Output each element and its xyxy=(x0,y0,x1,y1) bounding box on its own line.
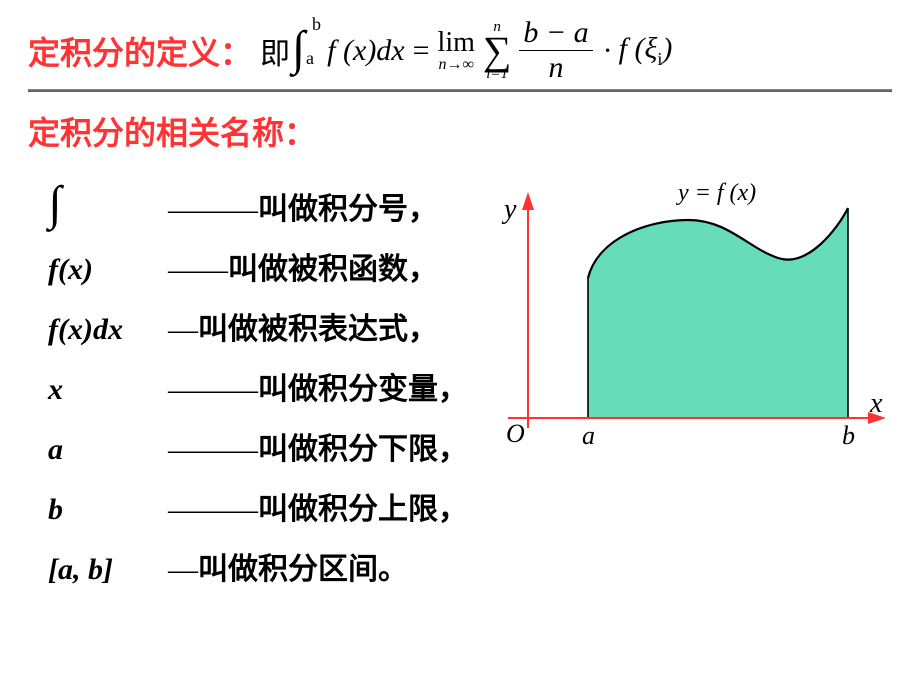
integral-graph: y = f (x) y x O a b xyxy=(488,178,888,463)
term-integral-sign: ∫ ——— 叫做积分号， xyxy=(48,184,468,228)
sigma: ∑ xyxy=(483,35,512,67)
fxi: f (ξi) xyxy=(619,32,673,70)
area-under-curve xyxy=(588,208,848,418)
lim-under: n→∞ xyxy=(439,57,474,73)
formula-prefix: 即 xyxy=(260,29,290,73)
lower-limit: a xyxy=(306,48,314,69)
graph-svg: y = f (x) y x O a b xyxy=(488,178,888,458)
frac-bot: n xyxy=(549,51,564,83)
y-axis-label: y xyxy=(501,194,517,225)
equals: = xyxy=(413,34,430,68)
frac-top: b − a xyxy=(519,18,592,51)
x-axis-label: x xyxy=(869,388,883,419)
origin-label: O xyxy=(506,419,525,448)
divider xyxy=(28,89,892,92)
curve-label: y = f (x) xyxy=(676,180,756,206)
sum-lower: i=1 xyxy=(486,67,508,82)
integral-sign: ∫ xyxy=(292,22,305,75)
subtitle: 定积分的相关名称： xyxy=(28,108,892,154)
term-integrand-fn: f(x) —— 叫做被积函数， xyxy=(48,244,468,288)
term-list: ∫ ——— 叫做积分号， f(x) —— 叫做被积函数， f(x)dx — 叫做… xyxy=(28,168,468,604)
a-label: a xyxy=(582,421,595,450)
term-lower-limit: a ——— 叫做积分下限， xyxy=(48,424,468,468)
header-row: 定积分的定义： 即 ∫ b a f (x)dx = lim n→∞ n ∑ i=… xyxy=(28,18,892,83)
title: 定积分的定义： xyxy=(28,28,252,74)
term-variable: x ——— 叫做积分变量， xyxy=(48,364,468,408)
center-dot: · xyxy=(603,34,613,68)
integral-formula: 即 ∫ b a f (x)dx = lim n→∞ n ∑ i=1 b − a … xyxy=(260,18,672,83)
lim-label: lim xyxy=(438,29,475,57)
integrand: f (x)dx xyxy=(327,34,404,68)
b-label: b xyxy=(842,421,855,450)
term-upper-limit: b ——— 叫做积分上限， xyxy=(48,484,468,528)
term-interval: [a, b] — 叫做积分区间。 xyxy=(48,544,468,588)
term-integrand-expr: f(x)dx — 叫做被积表达式， xyxy=(48,304,468,348)
upper-limit: b xyxy=(312,14,321,35)
